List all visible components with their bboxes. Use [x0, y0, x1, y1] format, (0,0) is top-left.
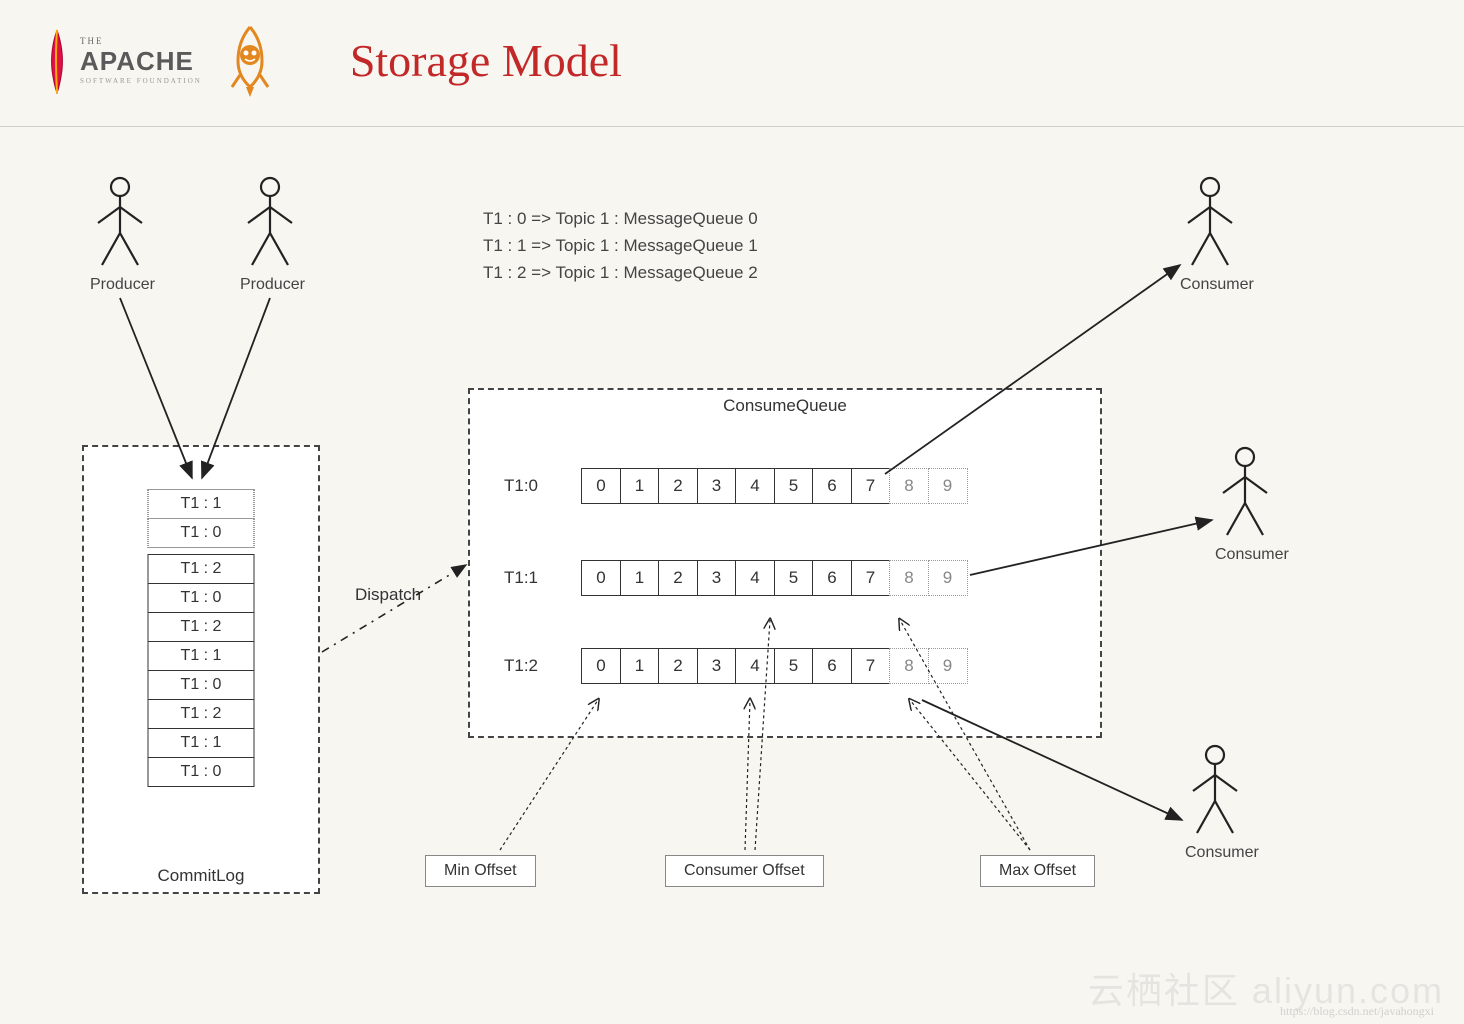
queue-cell: 4: [735, 560, 775, 596]
consumer-figure: Consumer: [1185, 743, 1259, 862]
apache-logo: THE APACHE SOFTWARE FOUNDATION: [40, 25, 202, 95]
consumer-label: Consumer: [1185, 844, 1259, 862]
queue-cell: 2: [658, 468, 698, 504]
consumequeue-row-label: T1:1: [504, 568, 559, 588]
offset-label-box: Max Offset: [980, 855, 1095, 887]
consumer-label: Consumer: [1215, 546, 1289, 564]
queue-cell: 3: [697, 560, 737, 596]
commitlog-entry: T1 : 2: [148, 612, 255, 642]
producer-label: Producer: [90, 276, 155, 294]
consumequeue-row-label: T1:2: [504, 656, 559, 676]
rocket-icon: [220, 21, 280, 99]
legend: T1 : 0 => Topic 1 : MessageQueue 0 T1 : …: [483, 205, 758, 287]
consumequeue-label: ConsumeQueue: [470, 396, 1100, 416]
consumequeue-row: T1:1 0123456789: [504, 560, 968, 596]
queue-cell: 3: [697, 468, 737, 504]
consumequeue-row: T1:2 0123456789: [504, 648, 968, 684]
queue-cell: 8: [889, 560, 929, 596]
commitlog-stack: T1 : 1T1 : 0T1 : 2T1 : 0T1 : 2T1 : 1T1 :…: [148, 489, 255, 787]
commitlog-entry: T1 : 0: [148, 670, 255, 700]
commitlog-box: T1 : 1T1 : 0T1 : 2T1 : 0T1 : 2T1 : 1T1 :…: [82, 445, 320, 894]
commitlog-entry: T1 : 2: [148, 554, 255, 584]
queue-cell: 2: [658, 648, 698, 684]
queue-cell: 8: [889, 468, 929, 504]
queue-cell: 2: [658, 560, 698, 596]
commitlog-entry: T1 : 0: [148, 583, 255, 613]
queue-cell: 5: [774, 648, 814, 684]
commitlog-entry: T1 : 1: [148, 641, 255, 671]
queue-cell: 0: [581, 560, 621, 596]
commitlog-entry: T1 : 2: [148, 699, 255, 729]
queue-cell: 9: [928, 468, 968, 504]
consumer-figure: Consumer: [1215, 445, 1289, 564]
logo-area: THE APACHE SOFTWARE FOUNDATION: [40, 21, 280, 99]
header-divider: [0, 126, 1464, 127]
legend-line: T1 : 2 => Topic 1 : MessageQueue 2: [483, 259, 758, 286]
apache-sub: SOFTWARE FOUNDATION: [80, 77, 202, 85]
header: THE APACHE SOFTWARE FOUNDATION Storage M…: [0, 0, 1464, 120]
queue-cell: 1: [620, 468, 660, 504]
queue-cell: 0: [581, 468, 621, 504]
consumequeue-row: T1:0 0123456789: [504, 468, 968, 504]
queue-cell: 7: [851, 560, 891, 596]
queue-cell: 4: [735, 468, 775, 504]
queue-cell: 9: [928, 648, 968, 684]
queue-cell: 5: [774, 468, 814, 504]
consumequeue-box: ConsumeQueue T1:00123456789T1:1012345678…: [468, 388, 1102, 738]
queue-cell: 5: [774, 560, 814, 596]
queue-cell: 7: [851, 468, 891, 504]
producer-label: Producer: [240, 276, 305, 294]
commitlog-entry: T1 : 0: [148, 518, 255, 548]
queue-cell: 7: [851, 648, 891, 684]
queue-cell: 4: [735, 648, 775, 684]
queue-cell: 6: [812, 648, 852, 684]
watermark-url: https://blog.csdn.net/javahongxi: [1280, 1004, 1434, 1019]
offset-label-box: Min Offset: [425, 855, 536, 887]
consumer-label: Consumer: [1180, 276, 1254, 294]
dispatch-label: Dispatch: [355, 585, 421, 605]
offset-label-box: Consumer Offset: [665, 855, 824, 887]
page-title: Storage Model: [350, 34, 622, 87]
producer-figure: Producer: [90, 175, 155, 294]
commitlog-entry: T1 : 1: [148, 728, 255, 758]
consumequeue-row-label: T1:0: [504, 476, 559, 496]
commitlog-entry: T1 : 1: [148, 489, 255, 519]
queue-cell: 0: [581, 648, 621, 684]
legend-line: T1 : 0 => Topic 1 : MessageQueue 0: [483, 205, 758, 232]
producer-figure: Producer: [240, 175, 305, 294]
apache-brand: APACHE: [80, 46, 202, 77]
commitlog-entry: T1 : 0: [148, 757, 255, 787]
apache-the: THE: [80, 36, 202, 46]
queue-cell: 3: [697, 648, 737, 684]
feather-icon: [40, 25, 74, 95]
queue-cell: 8: [889, 648, 929, 684]
queue-cell: 9: [928, 560, 968, 596]
commitlog-label: CommitLog: [84, 866, 318, 886]
queue-cell: 1: [620, 560, 660, 596]
queue-cell: 6: [812, 468, 852, 504]
queue-cell: 6: [812, 560, 852, 596]
consumer-figure: Consumer: [1180, 175, 1254, 294]
queue-cell: 1: [620, 648, 660, 684]
legend-line: T1 : 1 => Topic 1 : MessageQueue 1: [483, 232, 758, 259]
